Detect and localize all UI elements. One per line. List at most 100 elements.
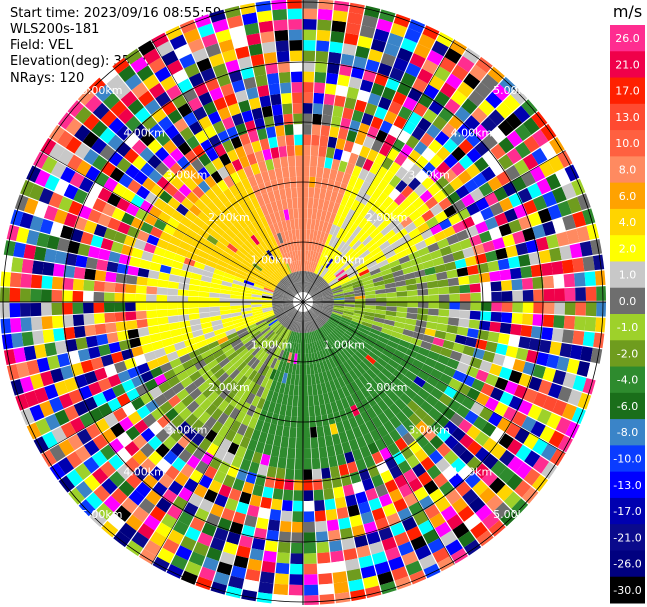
velocity-gate: [146, 317, 159, 327]
velocity-gate: [233, 321, 245, 329]
velocity-gate: [283, 305, 294, 311]
velocity-gate: [478, 182, 494, 197]
velocity-gate: [418, 33, 436, 50]
velocity-gate: [260, 216, 269, 228]
velocity-gate: [321, 309, 332, 315]
velocity-gate: [328, 277, 338, 286]
velocity-gate: [315, 317, 324, 327]
velocity-gate: [354, 99, 367, 113]
velocity-gate: [293, 208, 299, 219]
velocity-gate: [360, 565, 377, 579]
velocity-gate: [322, 307, 333, 312]
velocity-gate: [375, 309, 387, 315]
velocity-gate: [422, 108, 438, 124]
velocity-gate: [355, 155, 367, 168]
velocity-gate: [371, 187, 383, 201]
velocity-gate: [522, 302, 534, 314]
velocity-gate: [135, 285, 147, 294]
velocity-gate: [303, 490, 314, 501]
velocity-gate: [190, 158, 205, 172]
velocity-gate: [58, 475, 75, 493]
velocity-gate: [239, 491, 252, 505]
velocity-gate: [54, 179, 70, 196]
velocity-gate: [190, 272, 202, 281]
velocity-gate: [368, 497, 382, 511]
velocity-gate: [305, 311, 309, 323]
velocity-gate: [197, 211, 210, 224]
velocity-gate: [442, 465, 458, 481]
velocity-gate: [323, 323, 333, 333]
velocity-gate: [190, 324, 203, 332]
velocity-gate: [508, 395, 524, 411]
velocity-gate: [289, 563, 303, 575]
velocity-gate: [478, 99, 495, 116]
velocity-gate: [311, 208, 318, 220]
velocity-gate: [200, 349, 213, 360]
velocity-gate: [194, 198, 207, 211]
velocity-gate: [489, 363, 503, 377]
velocity-gate: [429, 421, 444, 435]
velocity-gate: [387, 442, 400, 456]
velocity-gate: [233, 221, 244, 233]
velocity-gate: [303, 406, 310, 417]
velocity-gate: [277, 326, 285, 336]
range-ring-label: 1.00km: [251, 254, 293, 267]
velocity-gate: [283, 293, 294, 299]
velocity-gate: [365, 487, 379, 501]
velocity-gate: [339, 242, 349, 254]
velocity-gate: [448, 309, 460, 318]
velocity-gate: [266, 249, 275, 260]
velocity-gate: [324, 435, 334, 447]
velocity-gate: [557, 150, 573, 168]
velocity-gate: [445, 73, 463, 90]
velocity-gate: [290, 553, 303, 564]
velocity-gate: [156, 41, 174, 57]
velocity-gate: [75, 254, 88, 268]
velocity-gate: [62, 290, 73, 302]
range-ring-label: 3.00km: [408, 169, 450, 182]
velocity-gate: [435, 175, 450, 190]
velocity-gate: [408, 501, 424, 517]
velocity-gate: [204, 188, 217, 201]
velocity-gate: [157, 279, 169, 288]
velocity-gate: [311, 261, 316, 273]
velocity-gate: [261, 227, 270, 239]
velocity-gate: [155, 91, 171, 108]
velocity-gate: [495, 101, 513, 119]
velocity-gate: [470, 211, 485, 225]
velocity-gate: [246, 253, 257, 263]
velocity-gate: [324, 348, 332, 359]
velocity-gate: [451, 64, 469, 81]
velocity-gate: [532, 224, 546, 239]
velocity-gate: [261, 560, 276, 574]
velocity-gate: [540, 142, 557, 160]
velocity-gate: [331, 236, 340, 248]
velocity-gate: [364, 256, 376, 266]
velocity-gate: [421, 147, 436, 162]
colorbar-tick-label: -6.0: [617, 400, 638, 413]
velocity-gate: [374, 284, 386, 291]
velocity-gate: [51, 315, 64, 329]
velocity-gate: [90, 234, 104, 248]
velocity-gate: [321, 268, 329, 278]
range-ring-label: 5.00km: [493, 508, 535, 521]
velocity-gate: [303, 197, 309, 209]
velocity-gate: [312, 299, 324, 302]
velocity-gate: [289, 50, 303, 62]
velocity-gate: [323, 336, 332, 347]
velocity-gate: [116, 197, 131, 212]
velocity-gate: [265, 433, 275, 446]
velocity-gate: [217, 259, 229, 269]
velocity-gate: [232, 35, 248, 49]
velocity-gate: [371, 324, 383, 332]
velocity-gate: [549, 341, 562, 356]
velocity-gate: [339, 350, 349, 361]
velocity-gate: [167, 295, 178, 302]
velocity-gate: [289, 309, 297, 318]
velocity-gate: [167, 394, 181, 408]
velocity-gate: [285, 290, 295, 297]
velocity-gate: [67, 154, 83, 171]
velocity-gate: [545, 234, 560, 249]
velocity-gate: [232, 279, 244, 286]
velocity-gate: [290, 542, 303, 554]
